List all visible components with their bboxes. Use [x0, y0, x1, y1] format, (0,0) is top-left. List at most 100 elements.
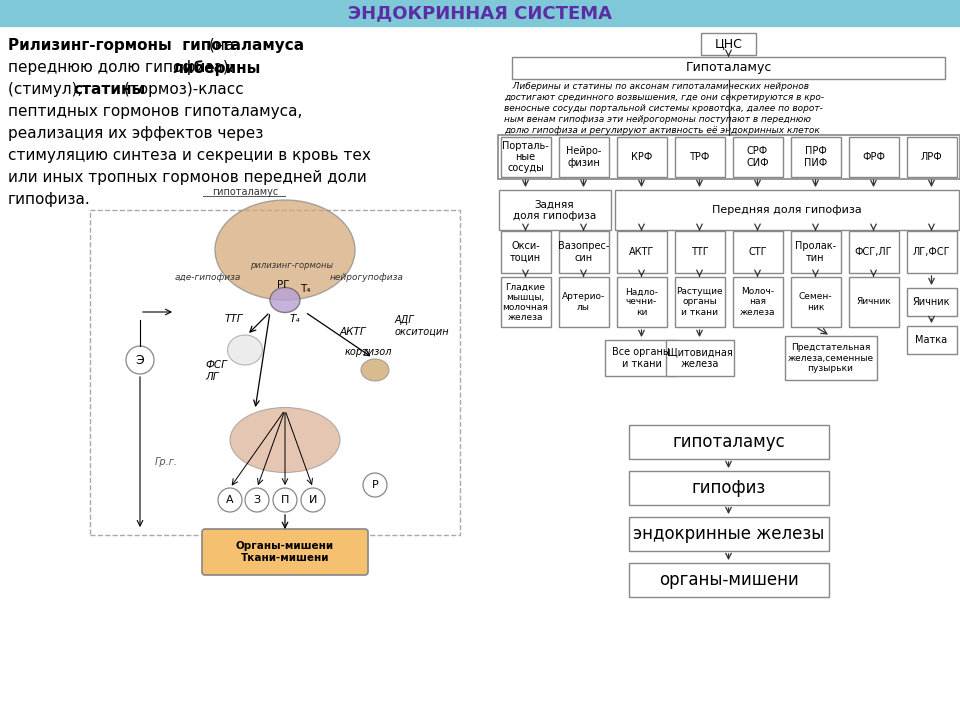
Text: рилизинг-гормоны: рилизинг-гормоны: [250, 261, 333, 270]
Bar: [849, 137, 899, 177]
Bar: [497, 135, 959, 179]
Bar: [906, 231, 956, 273]
Bar: [790, 277, 841, 327]
Text: АКТГ: АКТГ: [340, 327, 367, 337]
Text: или иных тропных гормонов передней доли: или иных тропных гормонов передней доли: [8, 170, 367, 185]
Text: АКТГ: АКТГ: [629, 247, 654, 257]
Text: ЭНДОКРИННАЯ СИСТЕМА: ЭНДОКРИННАЯ СИСТЕМА: [348, 4, 612, 22]
Text: гипофиз: гипофиз: [691, 479, 766, 497]
Text: СТГ: СТГ: [748, 247, 767, 257]
Text: Гладкие
мышцы,
молочная
железа: Гладкие мышцы, молочная железа: [503, 282, 548, 322]
Text: Гипоталамус: Гипоталамус: [685, 61, 772, 74]
Text: пептидных гормонов гипоталамуса,: пептидных гормонов гипоталамуса,: [8, 104, 302, 119]
Text: гипофиза.: гипофиза.: [8, 192, 91, 207]
Text: либерины: либерины: [172, 60, 260, 76]
Text: Семен-
ник: Семен- ник: [799, 292, 832, 312]
Bar: [512, 57, 945, 79]
Text: Органы-мишени
Ткани-мишени: Органы-мишени Ткани-мишени: [236, 541, 334, 563]
Text: Порталь-
ные
сосуды: Порталь- ные сосуды: [502, 141, 549, 174]
Bar: [614, 190, 958, 230]
Text: ФСГ
ЛГ: ФСГ ЛГ: [205, 361, 227, 382]
Text: Все органы
и ткани: Все органы и ткани: [612, 347, 671, 369]
Ellipse shape: [230, 408, 340, 472]
Text: Пролак-
тин: Пролак- тин: [795, 241, 836, 263]
Text: Либерины и статины по аксонам гипоталамических нейронов
достигают срединного воз: Либерины и статины по аксонам гипоталами…: [504, 82, 824, 135]
Text: Надло-
чечни-
ки: Надло- чечни- ки: [625, 287, 658, 317]
Text: Гр.г.: Гр.г.: [155, 457, 178, 467]
Text: органы-мишени: органы-мишени: [659, 571, 799, 589]
Bar: [500, 137, 550, 177]
Text: ЦНС: ЦНС: [714, 37, 742, 50]
Bar: [732, 277, 782, 327]
Text: Э: Э: [135, 354, 144, 366]
Bar: [790, 231, 841, 273]
Text: Предстательная
железа,семенные
пузырьки: Предстательная железа,семенные пузырьки: [787, 343, 874, 372]
Text: КРФ: КРФ: [631, 152, 652, 162]
Text: Яичник: Яичник: [913, 297, 950, 307]
Bar: [849, 231, 899, 273]
Bar: [605, 340, 678, 376]
Text: Молоч-
ная
железа: Молоч- ная железа: [740, 287, 776, 317]
Bar: [784, 336, 876, 380]
Bar: [616, 277, 666, 327]
Bar: [559, 137, 609, 177]
Text: статины: статины: [74, 82, 146, 97]
Text: переднюю долю гипофиза):: переднюю долю гипофиза):: [8, 60, 239, 75]
Bar: [559, 231, 609, 273]
Bar: [675, 277, 725, 327]
Text: ТТГ: ТТГ: [225, 314, 244, 324]
FancyBboxPatch shape: [202, 529, 368, 575]
Text: (стимул),: (стимул),: [8, 82, 87, 97]
Bar: [906, 326, 956, 354]
Bar: [732, 137, 782, 177]
Text: аде-гипофиза: аде-гипофиза: [175, 273, 241, 282]
Ellipse shape: [361, 359, 389, 381]
Bar: [0, 0, 960, 26]
Text: Передняя доля гипофиза: Передняя доля гипофиза: [711, 205, 861, 215]
Text: И: И: [309, 495, 317, 505]
Text: реализация их эффектов через: реализация их эффектов через: [8, 126, 263, 141]
Text: Р: Р: [372, 480, 378, 490]
Text: Нейро-
физин: Нейро- физин: [565, 146, 601, 168]
Text: П: П: [281, 495, 289, 505]
Text: стимуляцию синтеза и секреции в кровь тех: стимуляцию синтеза и секреции в кровь те…: [8, 148, 371, 163]
Text: Щитовидная
железа: Щитовидная железа: [666, 347, 732, 369]
Bar: [629, 563, 828, 597]
Text: Задняя
доля гипофиза: Задняя доля гипофиза: [513, 199, 596, 220]
Bar: [629, 471, 828, 505]
Bar: [90, 210, 460, 535]
Text: Матка: Матка: [916, 335, 948, 345]
Bar: [665, 340, 733, 376]
Text: Окси-
тоцин: Окси- тоцин: [510, 241, 541, 263]
Text: Рилизинг-гормоны  гипоталамуса: Рилизинг-гормоны гипоталамуса: [8, 38, 304, 53]
Text: ТТГ: ТТГ: [690, 247, 708, 257]
Bar: [559, 277, 609, 327]
Text: Яичник: Яичник: [856, 297, 891, 307]
Bar: [500, 277, 550, 327]
Text: гипоталамус: гипоталамус: [212, 187, 278, 197]
Text: (тормоз)-класс: (тормоз)-класс: [119, 82, 244, 97]
Bar: [701, 33, 756, 55]
Ellipse shape: [215, 200, 355, 300]
Text: эндокринные железы: эндокринные железы: [633, 525, 825, 543]
Bar: [790, 137, 841, 177]
Ellipse shape: [228, 335, 262, 365]
Text: нейрогупофиза: нейрогупофиза: [330, 273, 404, 282]
Text: А: А: [227, 495, 234, 505]
Bar: [500, 231, 550, 273]
Text: Вазопрес-
син: Вазопрес- син: [558, 241, 610, 263]
Bar: [906, 288, 956, 316]
Text: ПРФ
ПИФ: ПРФ ПИФ: [804, 146, 828, 168]
Text: Растущие
органы
и ткани: Растущие органы и ткани: [676, 287, 723, 317]
Text: гипоталамус: гипоталамус: [672, 433, 785, 451]
Text: СРФ
СИФ: СРФ СИФ: [746, 146, 769, 168]
Bar: [629, 517, 828, 551]
Text: кортизол: кортизол: [345, 347, 393, 357]
Text: T₄: T₄: [290, 314, 300, 324]
Bar: [629, 425, 828, 459]
Bar: [616, 231, 666, 273]
Text: T₄: T₄: [300, 284, 310, 294]
Text: Артерио-
лы: Артерио- лы: [562, 292, 605, 312]
Bar: [675, 231, 725, 273]
Text: ТРФ: ТРФ: [689, 152, 709, 162]
